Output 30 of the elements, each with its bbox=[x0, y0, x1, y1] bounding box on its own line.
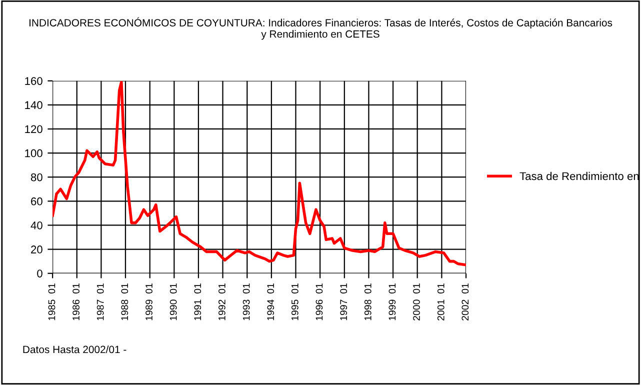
x-tick-label: 2000 01 bbox=[413, 284, 420, 320]
x-tick-label: 1988 01 bbox=[121, 284, 128, 320]
text: Datos Hasta 2002/01 - bbox=[23, 345, 126, 354]
x-tick-label: 1992 01 bbox=[218, 284, 226, 320]
y-tick-label: 0 bbox=[37, 270, 42, 278]
y-tick-label: 160 bbox=[25, 77, 42, 85]
x-tick-label: 1990 01 bbox=[170, 284, 177, 320]
legend-label: Tasa de Rendimiento en bbox=[520, 172, 639, 180]
y-tick-label: 100 bbox=[25, 149, 42, 158]
x-tick-label: 1991 01 bbox=[194, 284, 202, 320]
y-tick-label: 20 bbox=[31, 246, 42, 254]
x-tick-label: 1999 01 bbox=[388, 284, 396, 320]
y-tick-label: 40 bbox=[30, 221, 42, 230]
x-tick-label: 2001 01 bbox=[437, 284, 444, 320]
y-tick-label: 80 bbox=[30, 173, 42, 182]
x-tick-label: 1987 01 bbox=[96, 284, 104, 320]
y-tick-label: 120 bbox=[25, 125, 42, 134]
x-tick-label: 1998 01 bbox=[364, 284, 372, 320]
y-tick-label: 60 bbox=[31, 197, 42, 206]
x-tick-label: 1997 01 bbox=[340, 284, 348, 320]
x-tick-label: 2002 01 bbox=[462, 284, 469, 320]
x-tick-label: 1993 01 bbox=[242, 284, 250, 320]
x-tick-label: 1995 01 bbox=[291, 284, 298, 320]
x-tick-label: 1996 01 bbox=[316, 284, 323, 320]
y-tick-label: 140 bbox=[25, 101, 42, 110]
x-tick-label: 1986 01 bbox=[72, 284, 80, 320]
x-tick-label: 1989 01 bbox=[146, 284, 152, 320]
x-tick-label: 1985 01 bbox=[48, 284, 56, 320]
x-tick-label: 1994 01 bbox=[267, 284, 274, 320]
chart-title: INDICADORES ECONÓMICOS DE COYUNTURA: Indicadores Financieros: Tasas de Interés, Costos de Captación Bancarios y Rendimiento en CETES bbox=[30, 17, 612, 40]
